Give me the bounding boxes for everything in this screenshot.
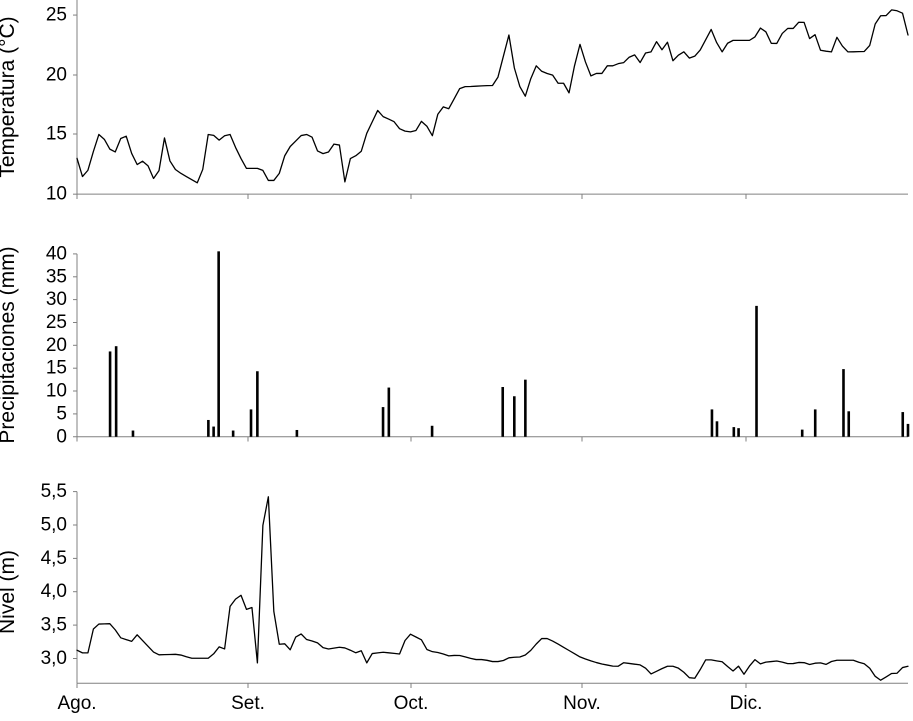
svg-text:10: 10 xyxy=(46,184,67,205)
svg-text:Nivel (m): Nivel (m) xyxy=(0,550,19,634)
svg-text:35: 35 xyxy=(46,266,67,287)
svg-text:Oct.: Oct. xyxy=(394,693,429,714)
svg-text:3,0: 3,0 xyxy=(41,648,67,669)
svg-text:40: 40 xyxy=(46,243,67,264)
svg-text:Precipitaciones (mm): Precipitaciones (mm) xyxy=(0,246,19,443)
svg-text:Set.: Set. xyxy=(231,693,265,714)
svg-text:0: 0 xyxy=(56,426,67,447)
svg-text:5: 5 xyxy=(56,403,67,424)
svg-text:Temperatura (°C): Temperatura (°C) xyxy=(0,16,19,177)
svg-text:5,5: 5,5 xyxy=(41,481,67,502)
svg-text:30: 30 xyxy=(46,289,67,310)
svg-text:5,0: 5,0 xyxy=(41,514,67,535)
svg-text:10: 10 xyxy=(46,381,67,402)
svg-text:25: 25 xyxy=(46,312,67,333)
svg-text:20: 20 xyxy=(46,335,67,356)
svg-text:4,0: 4,0 xyxy=(41,581,67,602)
svg-text:Nov.: Nov. xyxy=(563,693,601,714)
svg-text:Ago.: Ago. xyxy=(57,693,96,714)
svg-text:20: 20 xyxy=(46,65,67,86)
svg-text:15: 15 xyxy=(46,358,67,379)
svg-text:Dic.: Dic. xyxy=(730,693,763,714)
svg-text:25: 25 xyxy=(46,5,67,26)
svg-text:15: 15 xyxy=(46,124,67,145)
svg-text:4,5: 4,5 xyxy=(41,548,67,569)
svg-text:3,5: 3,5 xyxy=(41,615,67,636)
